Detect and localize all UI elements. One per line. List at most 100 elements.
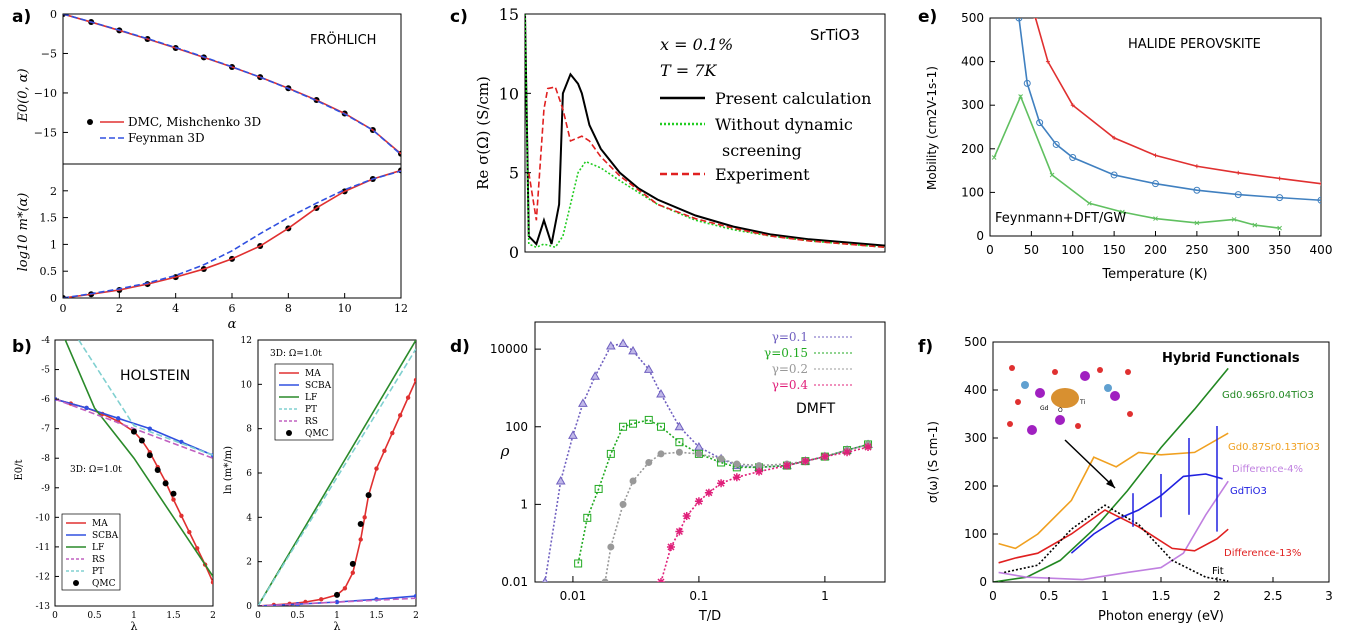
series-label: Fit bbox=[1212, 566, 1224, 577]
data-point-br-0-8 bbox=[358, 537, 363, 542]
inset-label: O bbox=[1058, 407, 1063, 414]
chart-title: FRÖHLICH bbox=[310, 31, 376, 48]
legend-label: SCBA bbox=[305, 381, 332, 391]
data-point-e-0-6 bbox=[1236, 170, 1241, 175]
x-tick-label: 2 bbox=[413, 611, 419, 621]
y-tick-label: -8 bbox=[41, 454, 50, 464]
data-point-bl-1-1 bbox=[84, 405, 89, 411]
series-line-abot-1 bbox=[63, 169, 401, 298]
series-line-bl-4 bbox=[78, 340, 213, 457]
data-point-e-0-2 bbox=[1070, 103, 1075, 108]
data-point-bl-5-4 bbox=[162, 480, 169, 487]
chart-c: SrTiO3 x = 0.1% T = 7K Present calculation W… bbox=[474, 5, 886, 262]
data-point-br-1-2 bbox=[334, 599, 340, 605]
data-point-d-3-1 bbox=[666, 542, 675, 551]
data-point-e-0-8 bbox=[1319, 181, 1321, 186]
data-point-br-0-13 bbox=[390, 430, 395, 436]
y-axis-label: log10 m*(α) bbox=[16, 193, 31, 272]
x-tick-label: 0 bbox=[60, 302, 67, 315]
series-line-e-2 bbox=[993, 94, 1280, 229]
crystal-inset-image: Gd O Ti bbox=[1000, 354, 1150, 489]
atom-ti bbox=[1021, 381, 1029, 389]
legend-label: PT bbox=[92, 567, 104, 577]
x-tick-label: 0.01 bbox=[560, 589, 587, 603]
atom-gd bbox=[1027, 425, 1037, 435]
y-tick-label: 300 bbox=[961, 98, 984, 112]
data-point-e-1-5 bbox=[1110, 171, 1118, 179]
data-point-e-1-1 bbox=[1023, 79, 1031, 87]
data-point-d-0-6 bbox=[618, 338, 628, 347]
y-tick-label: 0 bbox=[50, 8, 57, 21]
series-line-bl-2 bbox=[64, 340, 213, 577]
data-point-br-0-14 bbox=[398, 413, 403, 418]
y-tick-label: -12 bbox=[36, 572, 51, 582]
data-point-e-2-3 bbox=[1086, 200, 1092, 206]
series-group bbox=[991, 18, 1321, 231]
y-tick-label: 5 bbox=[509, 164, 519, 183]
y-tick-label: 10000 bbox=[490, 342, 528, 356]
y-tick-label: 1 bbox=[50, 238, 57, 251]
data-point-e-2-0 bbox=[991, 155, 997, 160]
x-tick-label: 1 bbox=[821, 589, 829, 603]
y-tick-label: −15 bbox=[34, 126, 57, 139]
y-tick-label: 4 bbox=[246, 513, 252, 523]
legend-label: LF bbox=[305, 393, 317, 403]
data-point-e-0-5 bbox=[1194, 164, 1199, 169]
data-point-bl-0-13 bbox=[195, 546, 200, 551]
data-point-br-0-15 bbox=[405, 395, 411, 400]
data-point-d-1-0 bbox=[574, 559, 583, 568]
y-tick-label: -13 bbox=[36, 602, 51, 612]
atom-o bbox=[1075, 423, 1081, 429]
series-line-e-1 bbox=[1018, 18, 1321, 202]
data-point-e-2-5 bbox=[1153, 216, 1158, 221]
x-tick-label: 0.1 bbox=[689, 589, 708, 603]
data-point-d-0-9 bbox=[656, 388, 666, 398]
x-tick-label: 2 bbox=[1213, 589, 1221, 603]
data-point-e-2-1 bbox=[1018, 94, 1023, 99]
data-point-d-3-8 bbox=[755, 467, 764, 476]
y-tick-label: 6 bbox=[246, 469, 252, 479]
data-point-bl-0-15 bbox=[210, 580, 213, 585]
x-tick-label: 12 bbox=[394, 302, 408, 315]
annotation: 3D: Ω=1.0t bbox=[270, 349, 322, 359]
data-point-d-2-4 bbox=[645, 458, 653, 466]
chart-title: HOLSTEIN bbox=[120, 368, 190, 384]
data-point-br-0-6 bbox=[342, 586, 348, 591]
chart-title: Hybrid Functionals bbox=[1162, 351, 1300, 366]
data-point-e-1-9 bbox=[1276, 194, 1284, 202]
data-point-br-1-4 bbox=[413, 593, 416, 599]
data-point-d-3-2 bbox=[675, 527, 684, 536]
plot-frame bbox=[54, 339, 214, 607]
legend-label: SCBA bbox=[92, 531, 119, 541]
data-point-e-1-0 bbox=[1015, 18, 1023, 22]
annotation: T = 7K bbox=[660, 61, 717, 80]
x-tick-label: 6 bbox=[229, 302, 236, 315]
y-tick-label: 100 bbox=[961, 185, 984, 199]
data-point-e-1-6 bbox=[1152, 180, 1159, 188]
y-tick-label: 0 bbox=[976, 229, 984, 243]
y-tick-label: 10 bbox=[499, 84, 519, 103]
data-point-e-2-4 bbox=[1120, 209, 1125, 215]
data-point-d-2-5 bbox=[657, 450, 665, 458]
series-group bbox=[542, 338, 873, 582]
data-point-bl-5-3 bbox=[154, 467, 161, 474]
y-axis-label: ln (m*/m) bbox=[223, 446, 234, 494]
data-point-d-3-6 bbox=[717, 479, 726, 488]
atom-o bbox=[1007, 421, 1013, 427]
atom-gd bbox=[1035, 388, 1045, 398]
chart-title: SrTiO3 bbox=[810, 26, 860, 44]
data-point-d-2-3 bbox=[629, 477, 637, 485]
legend-label: RS bbox=[305, 417, 318, 427]
legend-marker bbox=[286, 430, 292, 436]
x-tick-label: 50 bbox=[1024, 243, 1039, 257]
data-point-d-0-5 bbox=[605, 341, 616, 350]
data-point-d-3-9 bbox=[782, 461, 791, 470]
data-point-d-2-7 bbox=[695, 450, 703, 458]
data-point-d-3-12 bbox=[843, 448, 852, 457]
series-line-atop-2 bbox=[63, 14, 401, 156]
x-tick-label: 0 bbox=[989, 589, 997, 603]
x-tick-label: 1.5 bbox=[369, 611, 384, 621]
legend-label: γ=0.4 bbox=[772, 378, 809, 392]
y-tick-label: 400 bbox=[964, 383, 987, 397]
